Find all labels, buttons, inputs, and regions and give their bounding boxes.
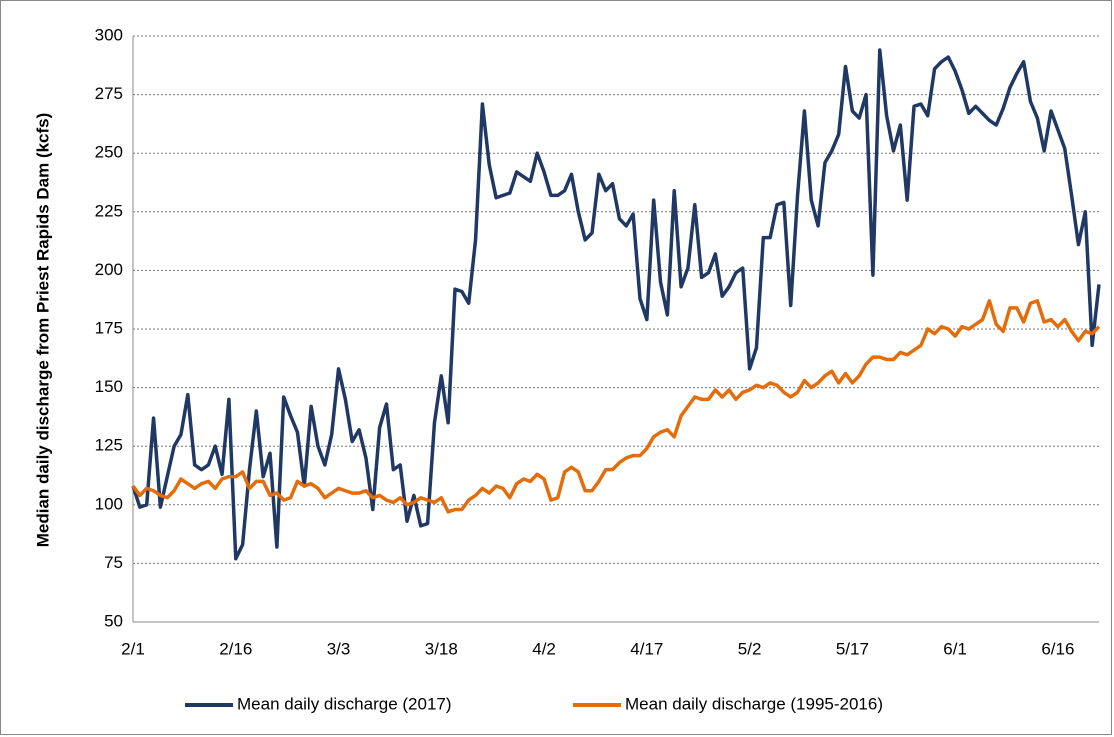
y-tick-label: 100 bbox=[95, 494, 123, 513]
y-tick-label: 75 bbox=[104, 553, 123, 572]
x-tick-label: 5/17 bbox=[836, 639, 869, 658]
y-tick-label: 50 bbox=[104, 611, 123, 630]
x-tick-label: 2/16 bbox=[219, 639, 252, 658]
series-line bbox=[131, 299, 1101, 514]
y-tick-label: 150 bbox=[95, 377, 123, 396]
y-tick-label: 225 bbox=[95, 201, 123, 220]
legend-label: Mean daily discharge (1995-2016) bbox=[625, 694, 883, 713]
y-tick-label: 200 bbox=[95, 260, 123, 279]
x-tick-label: 4/17 bbox=[630, 639, 663, 658]
x-tick-label: 2/1 bbox=[121, 639, 145, 658]
y-tick-label: 250 bbox=[95, 143, 123, 162]
series-line bbox=[131, 48, 1101, 561]
x-tick-label: 3/18 bbox=[425, 639, 458, 658]
x-tick-label: 6/16 bbox=[1041, 639, 1074, 658]
y-tick-label: 175 bbox=[95, 318, 123, 337]
y-tick-label: 275 bbox=[95, 84, 123, 103]
y-tick-label: 125 bbox=[95, 436, 123, 455]
x-tick-label: 4/2 bbox=[532, 639, 556, 658]
y-axis-title: Median daily discharge from Priest Rapid… bbox=[33, 113, 52, 548]
legend-label: Mean daily discharge (2017) bbox=[237, 694, 452, 713]
x-tick-label: 6/1 bbox=[943, 639, 967, 658]
x-tick-label: 5/2 bbox=[738, 639, 762, 658]
x-tick-label: 3/3 bbox=[327, 639, 351, 658]
y-tick-label: 300 bbox=[95, 25, 123, 44]
